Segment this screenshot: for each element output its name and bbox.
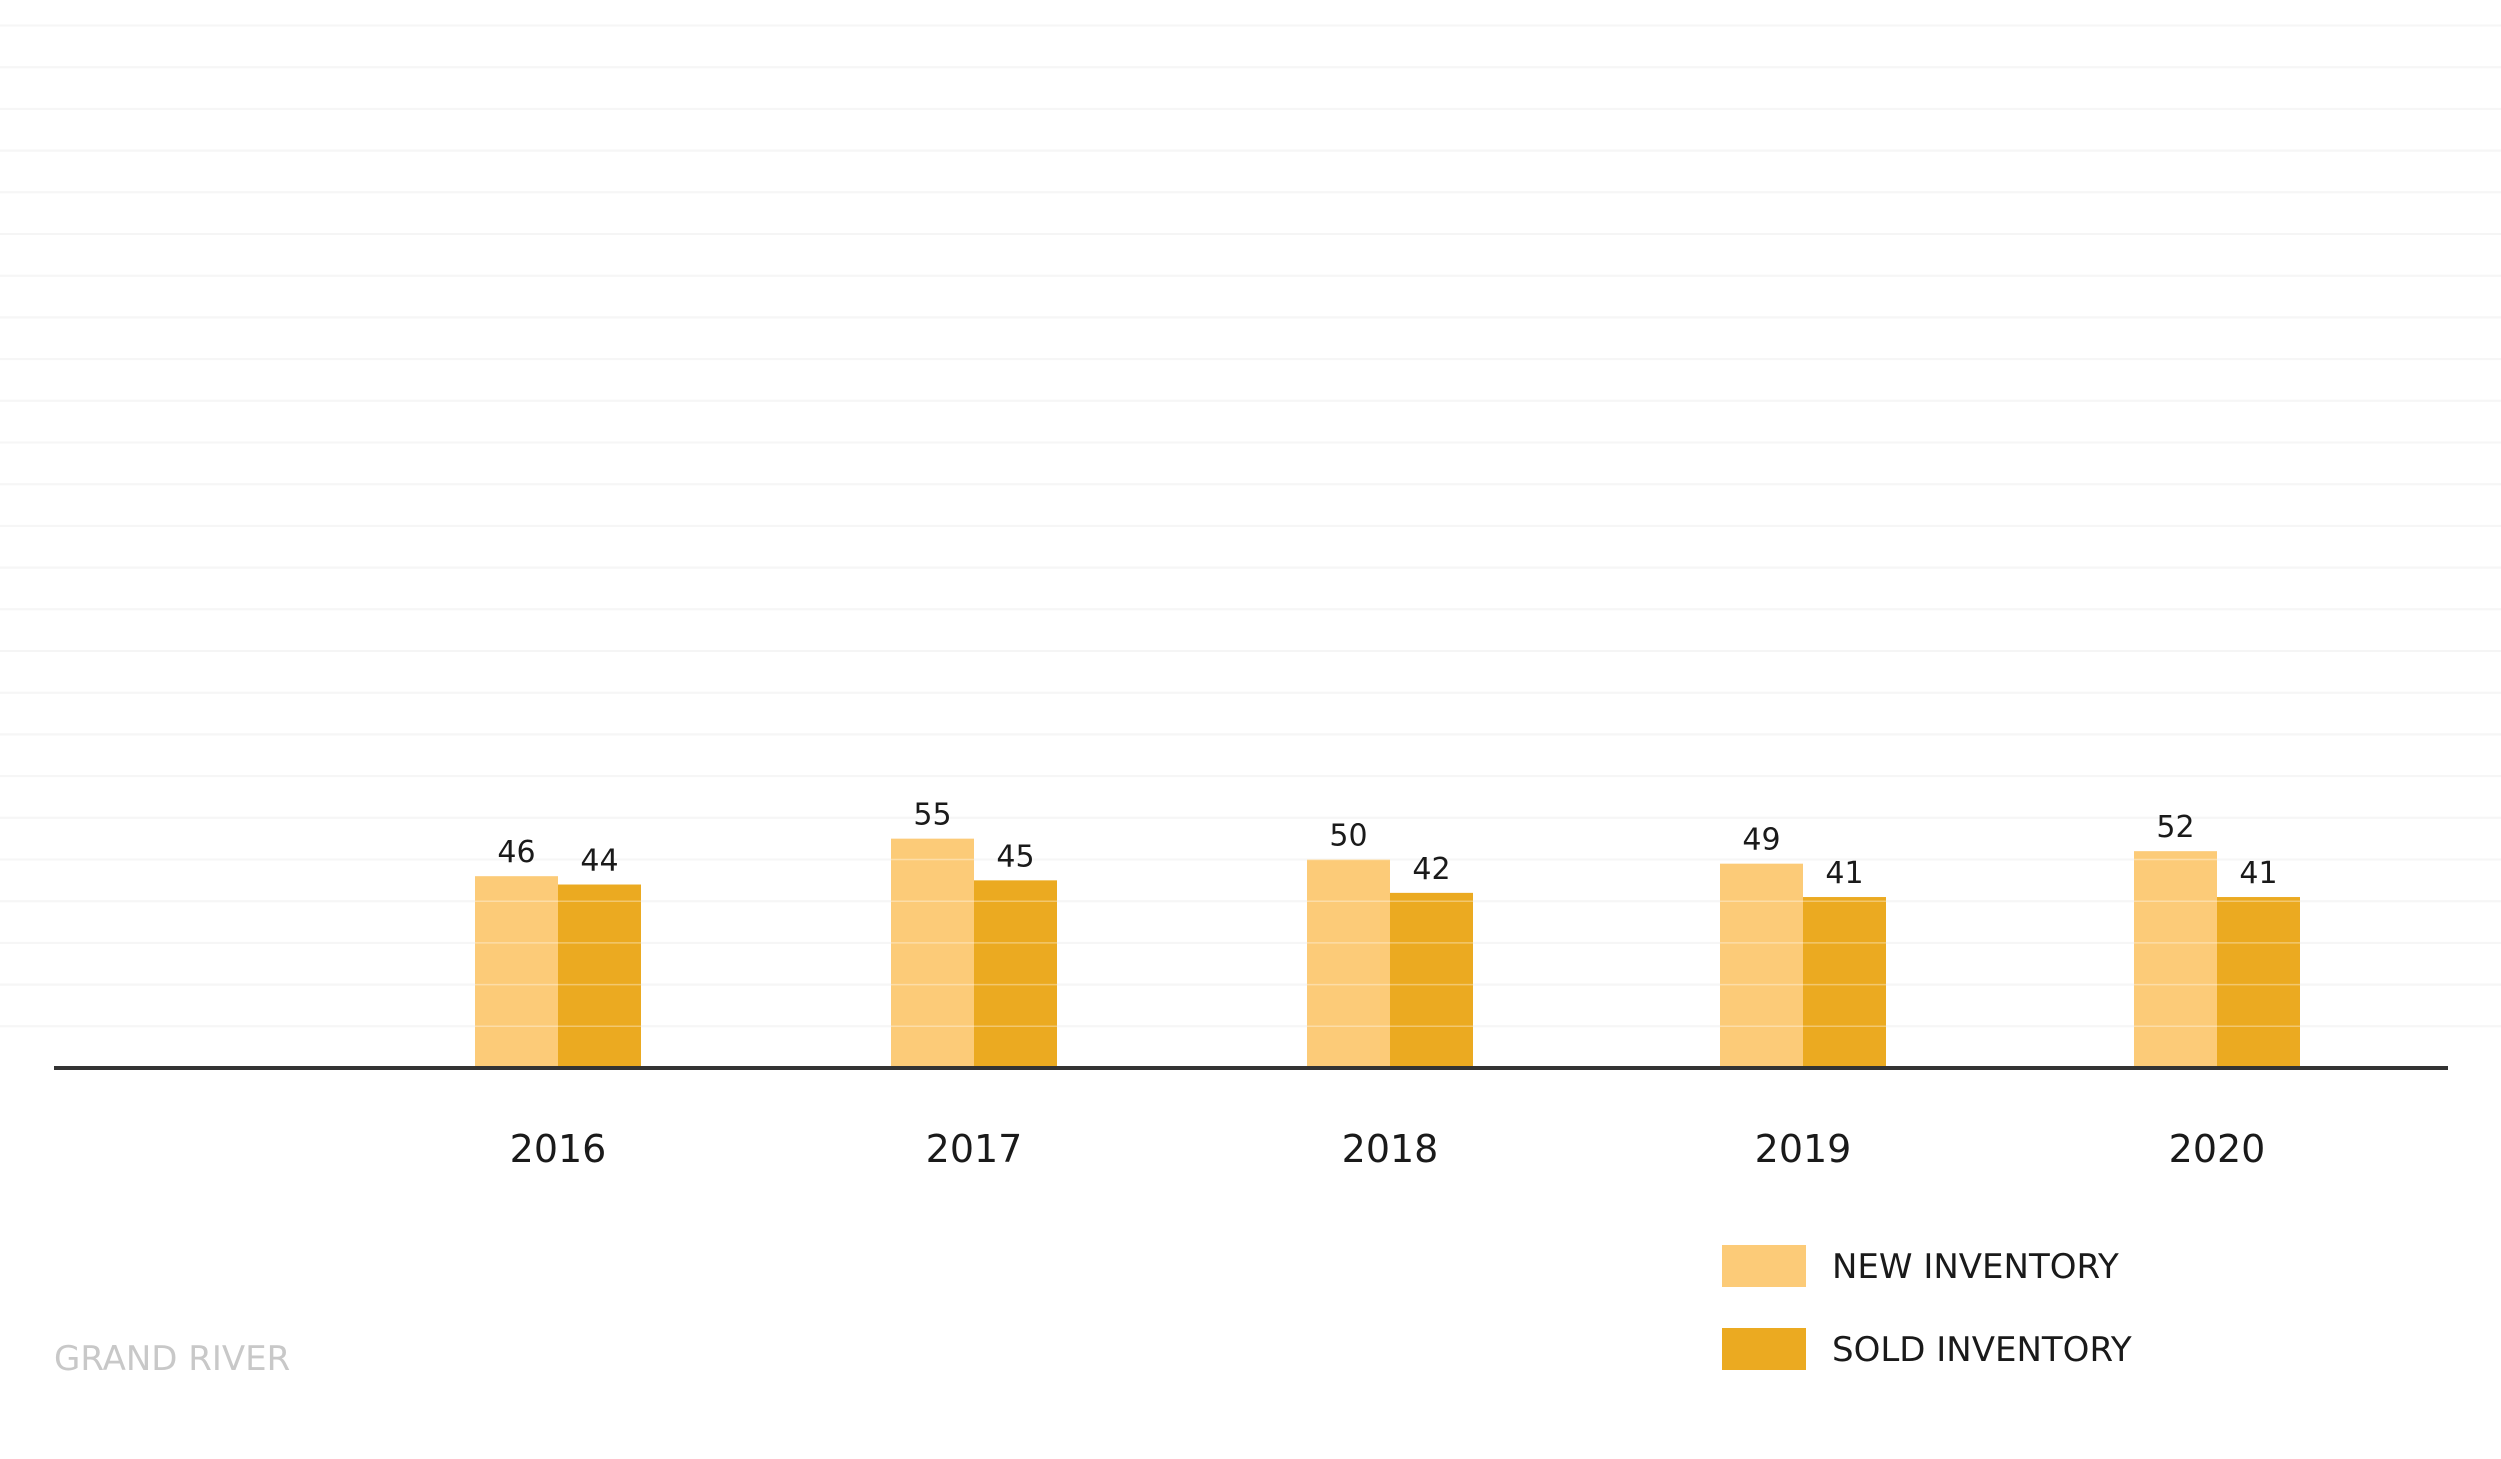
bar-new-inventory-2016	[475, 876, 558, 1068]
bar-new-inventory-2018	[1307, 859, 1390, 1068]
bar-sold-inventory-2017	[974, 880, 1057, 1068]
data-label-sold-inventory-2020: 41	[2239, 856, 2277, 891]
bar-sold-inventory-2020	[2217, 897, 2300, 1068]
data-label-new-inventory-2019: 49	[1742, 823, 1780, 858]
tick-label-2018: 2018	[1342, 1127, 1439, 1171]
data-label-sold-inventory-2019: 41	[1825, 856, 1863, 891]
data-label-new-inventory-2018: 50	[1329, 819, 1367, 854]
legend: NEW INVENTORY SOLD INVENTORY	[1722, 1245, 2132, 1370]
legend-swatch-new-inventory	[1722, 1245, 1806, 1287]
bar-sold-inventory-2018	[1390, 892, 1473, 1068]
watermark-text: GRAND RIVER	[54, 1339, 290, 1379]
data-label-new-inventory-2016: 46	[497, 835, 535, 870]
data-label-sold-inventory-2018: 42	[1412, 852, 1450, 887]
legend-label-new-inventory: NEW INVENTORY	[1832, 1247, 2119, 1287]
bars	[0, 24, 2501, 1068]
x-tick-labels: 2016 2017 2018 2019 2020	[510, 1127, 2266, 1171]
data-label-new-inventory-2020: 52	[2156, 810, 2194, 845]
tick-label-2016: 2016	[510, 1127, 607, 1171]
bar-sold-inventory-2019	[1803, 897, 1886, 1068]
data-label-sold-inventory-2017: 45	[996, 839, 1034, 874]
tick-label-2017: 2017	[926, 1127, 1023, 1171]
gridlines	[0, 24, 2501, 1028]
data-labels: 46 44 55 45 50 42 49 41 52 41	[497, 798, 2277, 891]
bar-new-inventory-2019	[1720, 863, 1803, 1068]
legend-swatch-sold-inventory	[1722, 1328, 1806, 1370]
legend-label-sold-inventory: SOLD INVENTORY	[1832, 1330, 2132, 1370]
bar-new-inventory-2017	[891, 838, 974, 1068]
data-label-new-inventory-2017: 55	[913, 798, 951, 833]
data-label-sold-inventory-2016: 44	[580, 844, 618, 879]
tick-label-2019: 2019	[1755, 1127, 1852, 1171]
bar-new-inventory-2020	[2134, 851, 2217, 1068]
bar-sold-inventory-2016	[558, 884, 641, 1068]
tick-label-2020: 2020	[2169, 1127, 2266, 1171]
gridlines-overlay	[0, 24, 2501, 1028]
